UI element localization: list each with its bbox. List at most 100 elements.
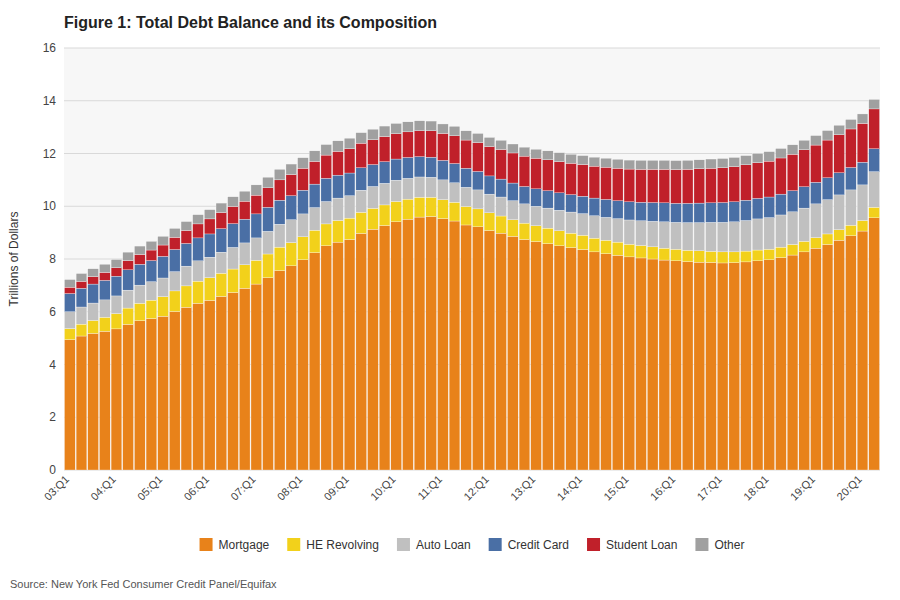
bar (146, 300, 157, 318)
bar (134, 303, 145, 320)
bar (158, 278, 169, 297)
bar (857, 185, 868, 221)
bar (624, 220, 635, 244)
bar (659, 169, 670, 202)
bar (449, 136, 460, 164)
bar (507, 153, 518, 183)
bar (776, 215, 787, 247)
legend: MortgageHE RevolvingAuto LoanCredit Card… (200, 538, 745, 552)
bar (694, 251, 705, 262)
bar (274, 180, 285, 200)
bar (612, 201, 623, 219)
bar (706, 262, 717, 470)
bar (64, 287, 75, 293)
x-tick-label: 06:Q1 (181, 473, 211, 503)
bar (379, 226, 390, 470)
bar (228, 247, 239, 269)
bar (554, 193, 565, 210)
bar (321, 155, 332, 178)
x-tick-label: 09:Q1 (321, 473, 351, 503)
bar (99, 300, 110, 317)
bar (659, 248, 670, 260)
bar (472, 143, 483, 172)
legend-item: HE Revolving (287, 538, 379, 552)
bar (263, 188, 274, 208)
bar (76, 336, 87, 470)
x-tick-label: 11:Q1 (415, 473, 444, 502)
bar (321, 145, 332, 156)
x-tick-label: 05:Q1 (135, 473, 165, 503)
bar (251, 214, 262, 238)
bar (741, 262, 752, 470)
bar (251, 238, 262, 260)
series (64, 217, 879, 470)
bar (531, 149, 542, 158)
bar (671, 249, 682, 261)
bar (286, 164, 297, 175)
bar (193, 215, 204, 224)
x-tick-label: 03:Q1 (42, 473, 72, 503)
bar (449, 126, 460, 135)
bar (741, 156, 752, 165)
series (64, 197, 879, 339)
y-tick-label: 8 (49, 252, 56, 266)
bar (414, 121, 425, 131)
bar (869, 218, 880, 470)
bar (799, 187, 810, 208)
bar (239, 265, 250, 288)
bar (729, 157, 740, 166)
bar (403, 199, 414, 219)
bar (764, 161, 775, 197)
bar (449, 221, 460, 470)
bar (741, 200, 752, 220)
x-tick-label: 08:Q1 (275, 473, 305, 503)
bar (204, 257, 215, 278)
bar (356, 190, 367, 212)
bar (811, 238, 822, 249)
bar (577, 165, 588, 197)
bar (706, 159, 717, 168)
bar (566, 233, 577, 248)
bar (181, 286, 192, 307)
bar (298, 214, 309, 237)
legend-swatch (695, 538, 708, 551)
bar (776, 158, 787, 194)
bar (263, 278, 274, 470)
bar (437, 133, 448, 160)
bar (531, 189, 542, 206)
bar (822, 244, 833, 470)
bar (857, 114, 868, 123)
bar (146, 241, 157, 250)
bar (298, 190, 309, 214)
bar (309, 184, 320, 207)
bar (472, 227, 483, 470)
bar (368, 186, 379, 208)
bar (694, 203, 705, 223)
bar (169, 237, 180, 249)
bar (356, 133, 367, 144)
bar (717, 263, 728, 470)
bar (566, 154, 577, 163)
bar (647, 259, 658, 470)
legend-label: HE Revolving (306, 538, 379, 552)
bar (461, 140, 472, 168)
y-tick-label: 2 (49, 410, 56, 424)
bar (542, 244, 553, 470)
bar (729, 202, 740, 222)
bar (647, 160, 658, 169)
bar (216, 296, 227, 470)
bar (612, 255, 623, 470)
y-tick-label: 0 (49, 463, 56, 477)
bar (251, 260, 262, 284)
y-tick-label: 6 (49, 305, 56, 319)
bar (181, 231, 192, 244)
bar (484, 194, 495, 213)
bar (811, 145, 822, 182)
bar (729, 167, 740, 202)
y-axis-label: Trillions of Dollars (7, 212, 21, 307)
bar (589, 216, 600, 238)
bar (414, 197, 425, 217)
bar (239, 219, 250, 243)
bar (368, 140, 379, 165)
bar (309, 230, 320, 252)
